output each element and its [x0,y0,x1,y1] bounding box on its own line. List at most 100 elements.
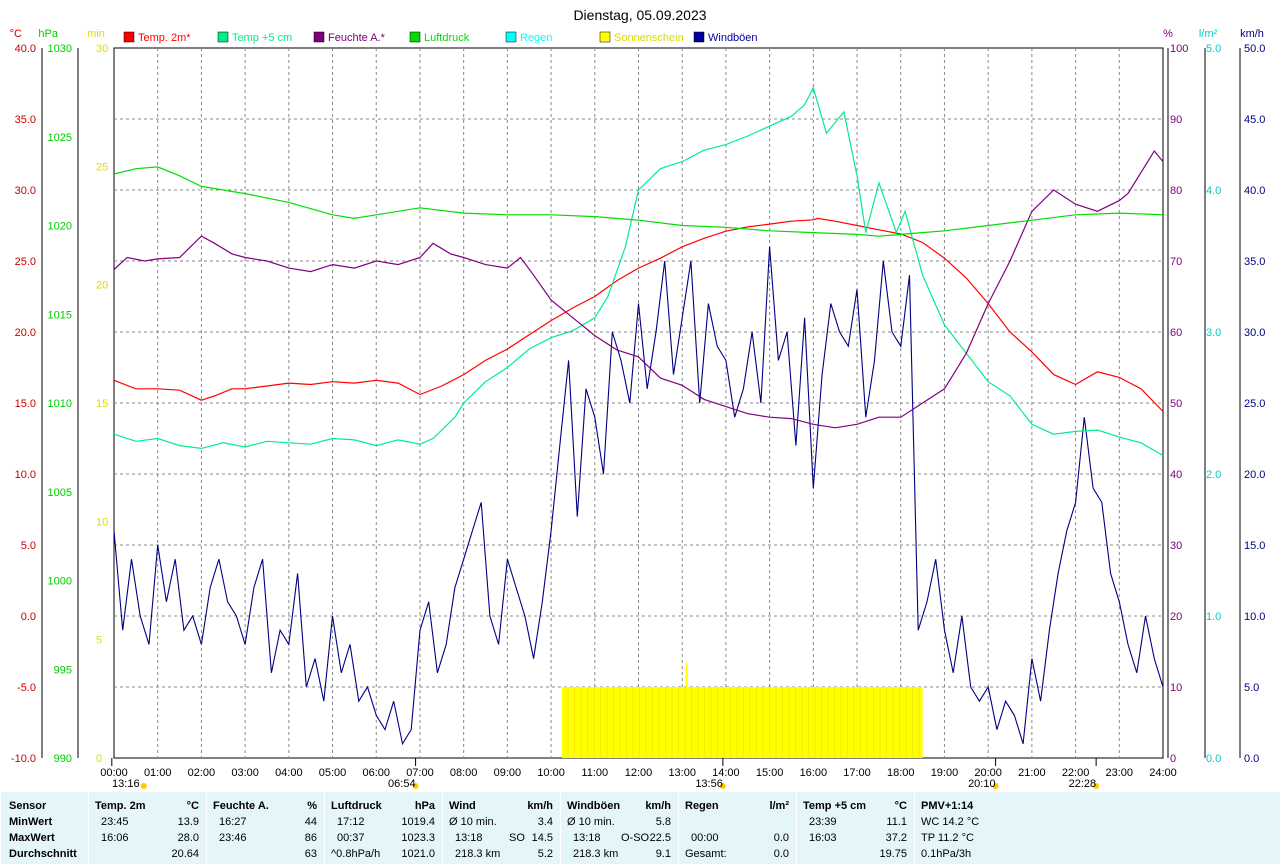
rain-axis-tick: 2.0 [1206,469,1221,481]
temp2m-header: Temp. 2m [95,800,146,812]
x-tick-label: 05:00 [319,767,347,779]
windboeen-line [113,246,1164,746]
rain-axis-tick: 0.0 [1206,753,1221,765]
sunshine-bar [562,687,923,758]
pressure-axis-tick: 995 [54,664,72,676]
x-tick-label: 03:00 [231,767,259,779]
sunshine-axis-tick: 15 [96,398,108,410]
humidity-avg: 63 [304,848,317,860]
x-tick-label: 00:00 [100,767,128,779]
col-temp2m: Temp. 2m °C 23:45 16:06 13.9 28.0 20.64 [88,792,207,864]
temp-axis-tick: 5.0 [21,540,36,552]
pressure-axis-tick: 1000 [48,576,72,588]
wind-unit-label: km/h [1240,28,1264,40]
humidity-axis-tick: 10 [1170,682,1182,694]
rain-axis-tick: 5.0 [1206,43,1221,55]
time-marker: 22:28 [1069,758,1100,790]
marker-label: 13:56 [695,778,723,790]
x-tick-label: 18:00 [887,767,915,779]
markers: 13:16 06:54 13:56 20:10 22:28 [111,758,1100,790]
temp-axis-tick: 10.0 [15,469,36,481]
gusts-max-dir: O-SO [621,832,650,844]
temp-unit-label: °C [10,28,22,40]
legend-swatch [409,31,421,43]
temp5-min-time: 23:39 [809,816,837,828]
legend-swatch [217,31,229,43]
sunshine-axis-tick: 0 [96,753,102,765]
rain-total-label: Gesamt: [685,848,727,860]
x-tick-label: 16:00 [800,767,828,779]
temp5-max-time: 16:03 [809,832,837,844]
legend-label: Temp. 2m* [138,32,191,44]
sun-icon [140,783,147,789]
humidity-axis-tick: 30 [1170,540,1182,552]
marker-label: 22:28 [1069,778,1097,790]
x-tick-label: 17:00 [843,767,871,779]
temp-axis-tick: 20.0 [15,327,36,339]
temp2m-avg: 20.64 [171,848,199,860]
legend: Temp. 2m* Temp +5 cm Feuchte A.* Luftdruck R… [123,31,758,44]
humidity-unit-label: % [1163,28,1173,40]
pressure-axis-tick: 1015 [48,309,72,321]
col-sensor: Sensor MinWert MaxWert Durchschnitt [0,792,89,864]
pressure-axis-tick: 1005 [48,487,72,499]
x-tick-label: 22:00 [1062,767,1090,779]
x-tick-label: 21:00 [1018,767,1046,779]
wind-max-time: 13:18 [455,832,483,844]
humidity-max-time: 23:46 [219,832,247,844]
legend-label: Luftdruck [424,32,470,44]
legend-swatch [505,31,517,43]
rain-axis-tick: 3.0 [1206,327,1221,339]
time-marker: 06:54 [388,758,419,790]
row-avg-label: Durchschnitt [9,848,77,860]
sunshine-axis-tick: 5 [96,635,102,647]
wind-max-dir: SO [509,832,525,844]
temp5-header: Temp +5 cm [803,800,867,812]
temp5-max: 37.2 [885,832,907,844]
temp5-min: 11.1 [886,816,907,828]
temp-axis-tick: 30.0 [15,185,36,197]
chart-title: Dienstag, 05.09.2023 [573,7,706,23]
humidity-axis-tick: 0 [1170,753,1176,765]
pressure-axis-tick: 1020 [48,221,72,233]
pressure-min: 1019.4 [401,816,435,828]
wind-series [113,246,1164,746]
wind-axis-tick: 30.0 [1244,327,1265,339]
temp-axis-tick: 0.0 [21,611,36,623]
pmv-header: PMV+1:14 [921,800,974,812]
summary-table: Sensor MinWert MaxWert Durchschnitt Temp… [0,792,1280,864]
pmv-dewpoint: TP 11.2 °C [921,832,974,844]
wind-axis-tick: 50.0 [1244,43,1265,55]
humidity-axis-tick: 50 [1170,398,1182,410]
temp-axis-tick: 35.0 [15,114,36,126]
rain-max: 0.0 [773,832,789,844]
col-pressure: Luftdruck hPa 17:12 00:37 ^0.8hPa/h 1019… [324,792,443,864]
humidity-axis-tick: 80 [1170,185,1182,197]
temp-axis-tick: -5.0 [17,682,36,694]
legend-swatch [693,31,705,43]
humidity-unit: % [307,800,317,812]
legend-label: Windböen [708,32,758,44]
legend-item: Regen [505,31,552,44]
gusts-max: 22.5 [649,832,671,844]
pressure-min-time: 17:12 [337,816,365,828]
wind-axis-tick: 15.0 [1244,540,1265,552]
sun-icon [1093,783,1100,789]
line-series [113,86,1164,457]
x-tick-label: 24:00 [1149,767,1177,779]
weather-chart: Dienstag, 05.09.2023 Temp. 2m* Temp +5 cm… [10,7,1266,790]
temp-axis-tick: 15.0 [15,398,36,410]
x-tick-label: 20:00 [974,767,1002,779]
sunshine-axis-tick: 30 [96,43,108,55]
legend-label: Feuchte A.* [328,32,386,44]
row-min-label: MinWert [9,816,53,828]
temp5-unit: °C [894,800,907,812]
col-rain: Regen l/m² 00:00 Gesamt: 0.0 0.0 [678,792,797,864]
x-tick-label: 14:00 [712,767,740,779]
sun-icon [719,783,726,789]
pressure-trend: ^0.8hPa/h [331,848,381,860]
wind-axis-tick: 5.0 [1244,682,1259,694]
rain-total: 0.0 [773,848,789,860]
gusts-max-time: 13:18 [573,832,601,844]
col-gusts: Windböen km/h Ø 10 min. 13:18 218.3 km O… [560,792,679,864]
